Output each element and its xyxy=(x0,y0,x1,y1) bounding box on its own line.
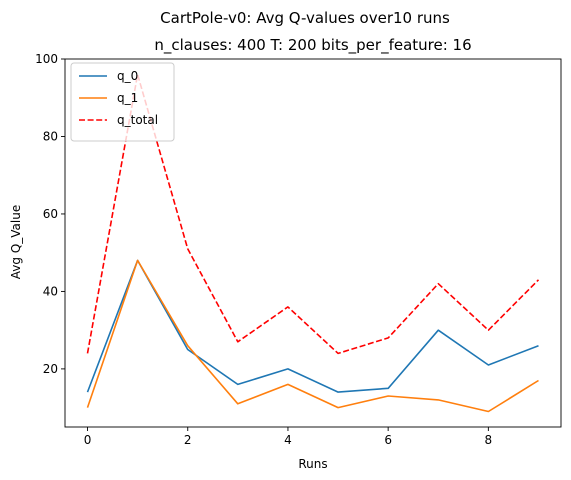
axes: 0 2 4 6 8 20 40 60 80 100 xyxy=(35,52,562,447)
legend-label-q_0: q_0 xyxy=(117,69,138,83)
legend: q_0 q_1 q_total xyxy=(70,62,175,142)
axes-frame xyxy=(64,58,562,428)
series-line-q_total xyxy=(86,73,540,355)
x-tick-label: 6 xyxy=(384,433,392,447)
series-line-q_1 xyxy=(86,259,539,413)
x-tick-label: 0 xyxy=(84,433,92,447)
y-tick-label: 40 xyxy=(43,284,58,298)
x-tick-label: 4 xyxy=(284,433,292,447)
x-axis-label: Runs xyxy=(298,457,327,471)
x-tick-label: 2 xyxy=(184,433,192,447)
plot-area xyxy=(86,73,540,413)
series-line-q_0 xyxy=(86,259,539,393)
legend-label-q_1: q_1 xyxy=(117,91,138,105)
x-tick-label: 8 xyxy=(485,433,493,447)
chart-subtitle: n_clauses: 400 T: 200 bits_per_feature: … xyxy=(154,36,471,55)
chart-title: CartPole-v0: Avg Q-values over10 runs xyxy=(160,9,450,27)
y-axis-label: Avg Q_Value xyxy=(9,205,23,279)
y-tick-label: 60 xyxy=(43,207,58,221)
y-tick-label: 100 xyxy=(35,52,58,66)
y-tick-label: 20 xyxy=(43,362,58,376)
y-tick-label: 80 xyxy=(43,129,58,143)
legend-box xyxy=(70,62,175,142)
legend-label-q_total: q_total xyxy=(117,113,158,127)
